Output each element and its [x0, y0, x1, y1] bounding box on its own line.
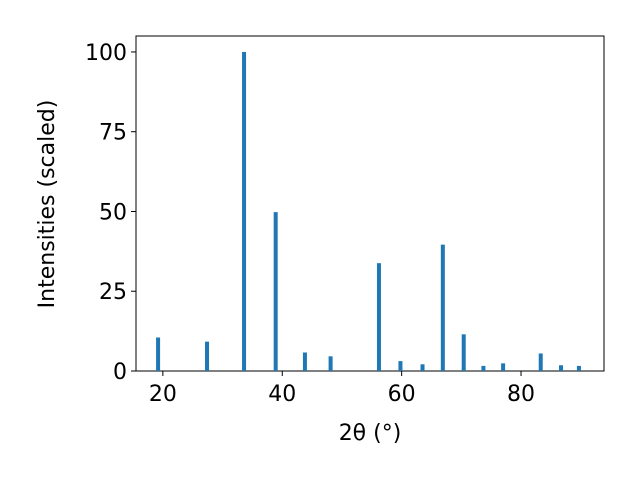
plot-frame: [135, 35, 605, 372]
bar: [440, 244, 445, 371]
y-tick-label: 25: [99, 280, 127, 305]
bar: [205, 341, 210, 371]
bar: [242, 51, 247, 371]
bar: [273, 212, 278, 371]
bar: [501, 363, 506, 371]
bar: [302, 352, 307, 371]
bar: [328, 356, 333, 371]
bar: [576, 365, 581, 371]
bar: [156, 337, 161, 371]
bar: [538, 353, 543, 371]
x-axis-label: 2θ (°): [339, 421, 402, 446]
y-tick-label: 100: [85, 41, 127, 66]
bar: [461, 334, 466, 371]
y-axis-label: Intensities (scaled): [35, 100, 60, 309]
bar: [420, 364, 425, 371]
x-tick-label: 40: [268, 382, 296, 407]
bar: [481, 365, 486, 371]
y-tick-label: 50: [99, 200, 127, 225]
bar: [559, 365, 564, 371]
x-tick-label: 80: [507, 382, 535, 407]
x-tick-label: 60: [388, 382, 416, 407]
bar: [398, 361, 403, 371]
x-tick-label: 20: [149, 382, 177, 407]
y-tick-label: 75: [99, 121, 127, 146]
bar: [376, 263, 381, 371]
y-tick-label: 0: [113, 360, 127, 385]
